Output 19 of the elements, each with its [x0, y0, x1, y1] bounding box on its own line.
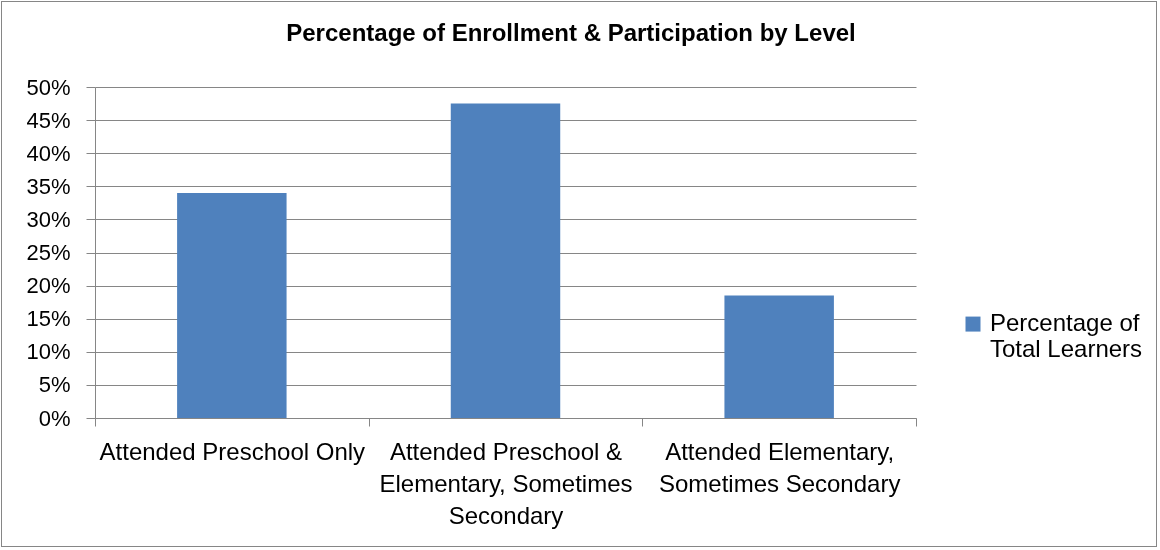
bar — [177, 192, 287, 418]
bar — [450, 103, 561, 418]
y-tick-label: 10% — [26, 339, 71, 365]
legend-label: Percentage of Total Learners — [990, 309, 1143, 363]
y-tick-label: 5% — [38, 372, 71, 398]
y-tick-label: 15% — [26, 306, 71, 332]
x-tick-label: Attended Elementary, Sometimes Secondary — [658, 437, 901, 497]
y-tick-label: 30% — [26, 206, 71, 232]
bar — [724, 295, 834, 418]
y-tick-label: 25% — [26, 240, 71, 265]
chart-title: Percentage of Enrollment & Participation by Level — [286, 19, 856, 46]
y-tick-label: 35% — [26, 173, 71, 199]
y-tick-label: 20% — [26, 273, 71, 299]
y-tick-label: 0% — [38, 405, 71, 431]
y-tick-label: 50% — [26, 74, 71, 100]
y-tick-label: 45% — [26, 107, 71, 133]
y-tick-label: 40% — [26, 140, 71, 166]
x-tick-label: Attended Preschool & Elementary, Sometimes Secondary — [379, 437, 633, 529]
x-tick-label: Attended Preschool Only — [99, 437, 366, 465]
